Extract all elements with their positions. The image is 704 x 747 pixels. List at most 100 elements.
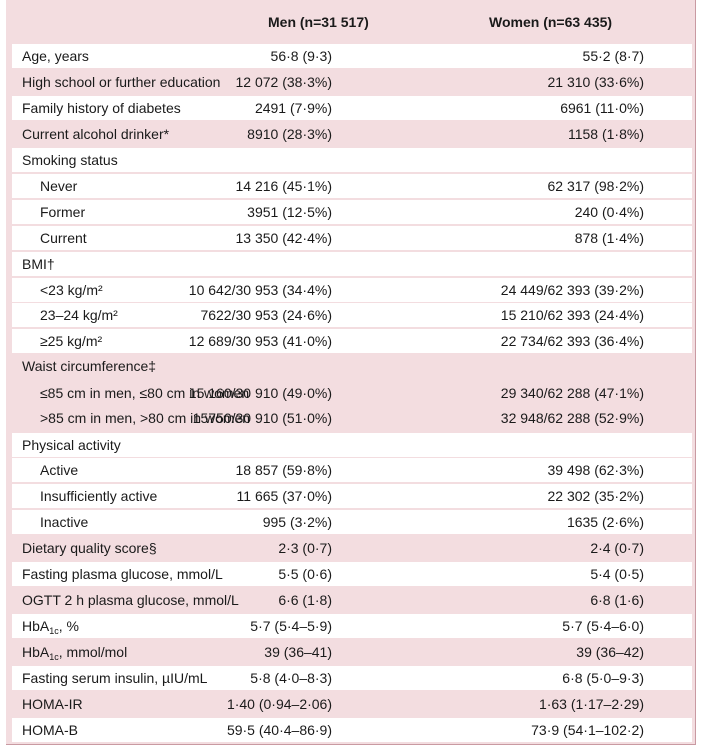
cell-men: 8910 (28·3%) [247,126,332,142]
row-label: Age, years [22,48,89,64]
cell-men: 5·8 (4·0–8·3) [250,670,332,686]
column-header-men: Men (n=31 517) [268,14,369,30]
cell-men: 7622/30 953 (24·6%) [200,307,332,323]
row-label: Physical activity [22,437,121,453]
cell-women: 24 449/62 393 (39·2%) [500,282,644,298]
cell-women: 32 948/62 288 (52·9%) [500,410,644,426]
cell-women: 39 498 (62·3%) [547,462,644,478]
row-label: Smoking status [22,152,118,168]
cell-men: 12 689/30 953 (41·0%) [188,333,332,349]
table-row: ≥25 kg/m² 12 689/30 953 (41·0%) 22 734/62 … [12,329,692,353]
table-row: Current alcohol drinker* 8910 (28·3%) 1158… [12,122,692,146]
table-row: Inactive 995 (3·2%) 1635 (2·6%) [12,510,692,534]
cell-men: 11 665 (37·0%) [236,488,332,504]
cell-women: 73·9 (54·1–102·2) [531,722,644,738]
table-row: HbA1c, % 5·7 (5·4–5·9) 5·7 (5·4–6·0) [12,614,692,638]
cell-women: 15 210/62 393 (24·4%) [500,307,644,323]
cell-women: 5·7 (5·4–6·0) [562,618,644,634]
row-label-subscript: 1c [49,652,59,662]
cell-men: 3951 (12·5%) [247,204,332,220]
table-row: HOMA-B 59·5 (40·4–86·9) 73·9 (54·1–102·2) [12,718,692,742]
row-label: Inactive [40,514,89,530]
row-label: Fasting serum insulin, µIU/mL [22,670,208,686]
row-label: Insufficiently active [40,488,158,504]
cell-women: 22 734/62 393 (36·4%) [500,333,644,349]
table-row: Family history of diabetes 2491 (7·9%) 696… [12,96,692,120]
row-label: HbA1c, mmol/mol [22,640,127,669]
row-label: Waist circumference‡ [22,358,157,374]
cell-men: 14 216 (45·1%) [235,178,332,194]
cell-women: 240 (0·4%) [574,204,644,220]
table-row: HOMA-IR 1·40 (0·94–2·06) 1·63 (1·17–2·29) [12,692,692,716]
table-row: Waist circumference‡ [12,354,692,378]
table-row: 23–24 kg/m² 7622/30 953 (24·6%) 15 210/62 … [12,303,692,327]
row-label: Active [40,462,79,478]
table-row: Insufficiently active 11 665 (37·0%) 22 30… [12,484,692,508]
cell-women: 29 340/62 288 (47·1%) [500,385,644,401]
table-frame: Men (n=31 517) Women (n=63 435) Age, yea… [6,0,696,745]
row-label-rest: , % [58,618,79,634]
table-row: Former 3951 (12·5%) 240 (0·4%) [12,200,692,224]
table-row: OGTT 2 h plasma glucose, mmol/L 6·6 (1·8)… [12,588,692,612]
cell-men: 18 857 (59·8%) [235,462,332,478]
table-row: Active 18 857 (59·8%) 39 498 (62·3%) [12,458,692,482]
row-label: <23 kg/m² [40,282,103,298]
row-label: OGTT 2 h plasma glucose, mmol/L [22,592,239,608]
table-row: Age, years 56·8 (9·3) 55·2 (8·7) [12,44,692,68]
row-label: Fasting plasma glucose, mmol/L [22,566,223,582]
row-label: Dietary quality score§ [22,540,157,556]
table-row: Fasting serum insulin, µIU/mL 5·8 (4·0–8·… [12,666,692,690]
cell-men: 13 350 (42·4%) [235,230,332,246]
cell-men: 5·5 (0·6) [278,566,332,582]
row-label: HOMA-B [22,722,78,738]
cell-women: 6961 (11·0%) [560,100,644,116]
row-label: >85 cm in men, >80 cm in women [40,410,251,426]
row-label-text: HbA [22,618,50,634]
table-row: Physical activity [12,433,692,457]
cell-men: 15750/30 910 (51·0%) [192,410,332,426]
cell-women: 878 (1·4%) [574,230,644,246]
table-row: Current 13 350 (42·4%) 878 (1·4%) [12,226,692,250]
cell-men: 6·6 (1·8) [278,592,332,608]
row-label: HOMA-IR [22,696,83,712]
table-header: Men (n=31 517) Women (n=63 435) [6,0,694,44]
cell-women: 21 310 (33·6%) [547,74,644,90]
cell-women: 5·4 (0·5) [590,566,644,582]
cell-men: 59·5 (40·4–86·9) [226,722,332,738]
table-row: >85 cm in men, >80 cm in women 15750/30 9… [12,406,692,430]
table-row: BMI† [12,252,692,276]
row-label: Never [40,178,78,194]
table-row: Never 14 216 (45·1%) 62 317 (98·2%) [12,174,692,198]
cell-men: 39 (36–41) [264,644,332,660]
cell-women: 1635 (2·6%) [566,514,644,530]
row-label: Former [40,204,86,220]
column-header-women: Women (n=63 435) [489,14,613,30]
row-label: Family history of diabetes [22,100,181,116]
row-label-rest: , mmol/mol [58,644,128,660]
cell-men: 12 072 (38·3%) [235,74,332,90]
table-row: Fasting plasma glucose, mmol/L 5·5 (0·6) 5… [12,562,692,586]
cell-women: 2·4 (0·7) [590,540,644,556]
table-row: Dietary quality score§ 2·3 (0·7) 2·4 (0·7) [12,536,692,560]
row-label: 23–24 kg/m² [40,307,118,323]
cell-women: 6·8 (5·0–9·3) [562,670,644,686]
row-label: ≤85 cm in men, ≤80 cm in women [40,385,250,401]
table-row: ≤85 cm in men, ≤80 cm in women 15 160/30 … [12,381,692,405]
cell-women: 39 (36–42) [576,644,644,660]
row-label: Current [40,230,87,246]
cell-men: 995 (3·2%) [262,514,332,530]
table-row: High school or further education 12 072 (… [12,70,692,94]
cell-women: 62 317 (98·2%) [547,178,644,194]
row-label: High school or further education [22,74,221,90]
cell-men: 1·40 (0·94–2·06) [226,696,332,712]
row-label-text: HbA [22,644,50,660]
row-label: Current alcohol drinker* [22,126,170,142]
cell-women: 55·2 (8·7) [582,48,644,64]
cell-men: 2491 (7·9%) [254,100,332,116]
row-label: ≥25 kg/m² [40,333,103,349]
cell-men: 56·8 (9·3) [270,48,332,64]
cell-men: 5·7 (5·4–5·9) [250,618,332,634]
cell-men: 2·3 (0·7) [278,540,332,556]
row-label: HbA1c, % [22,614,79,643]
table-row: <23 kg/m² 10 642/30 953 (34·4%) 24 449/62 … [12,278,692,302]
